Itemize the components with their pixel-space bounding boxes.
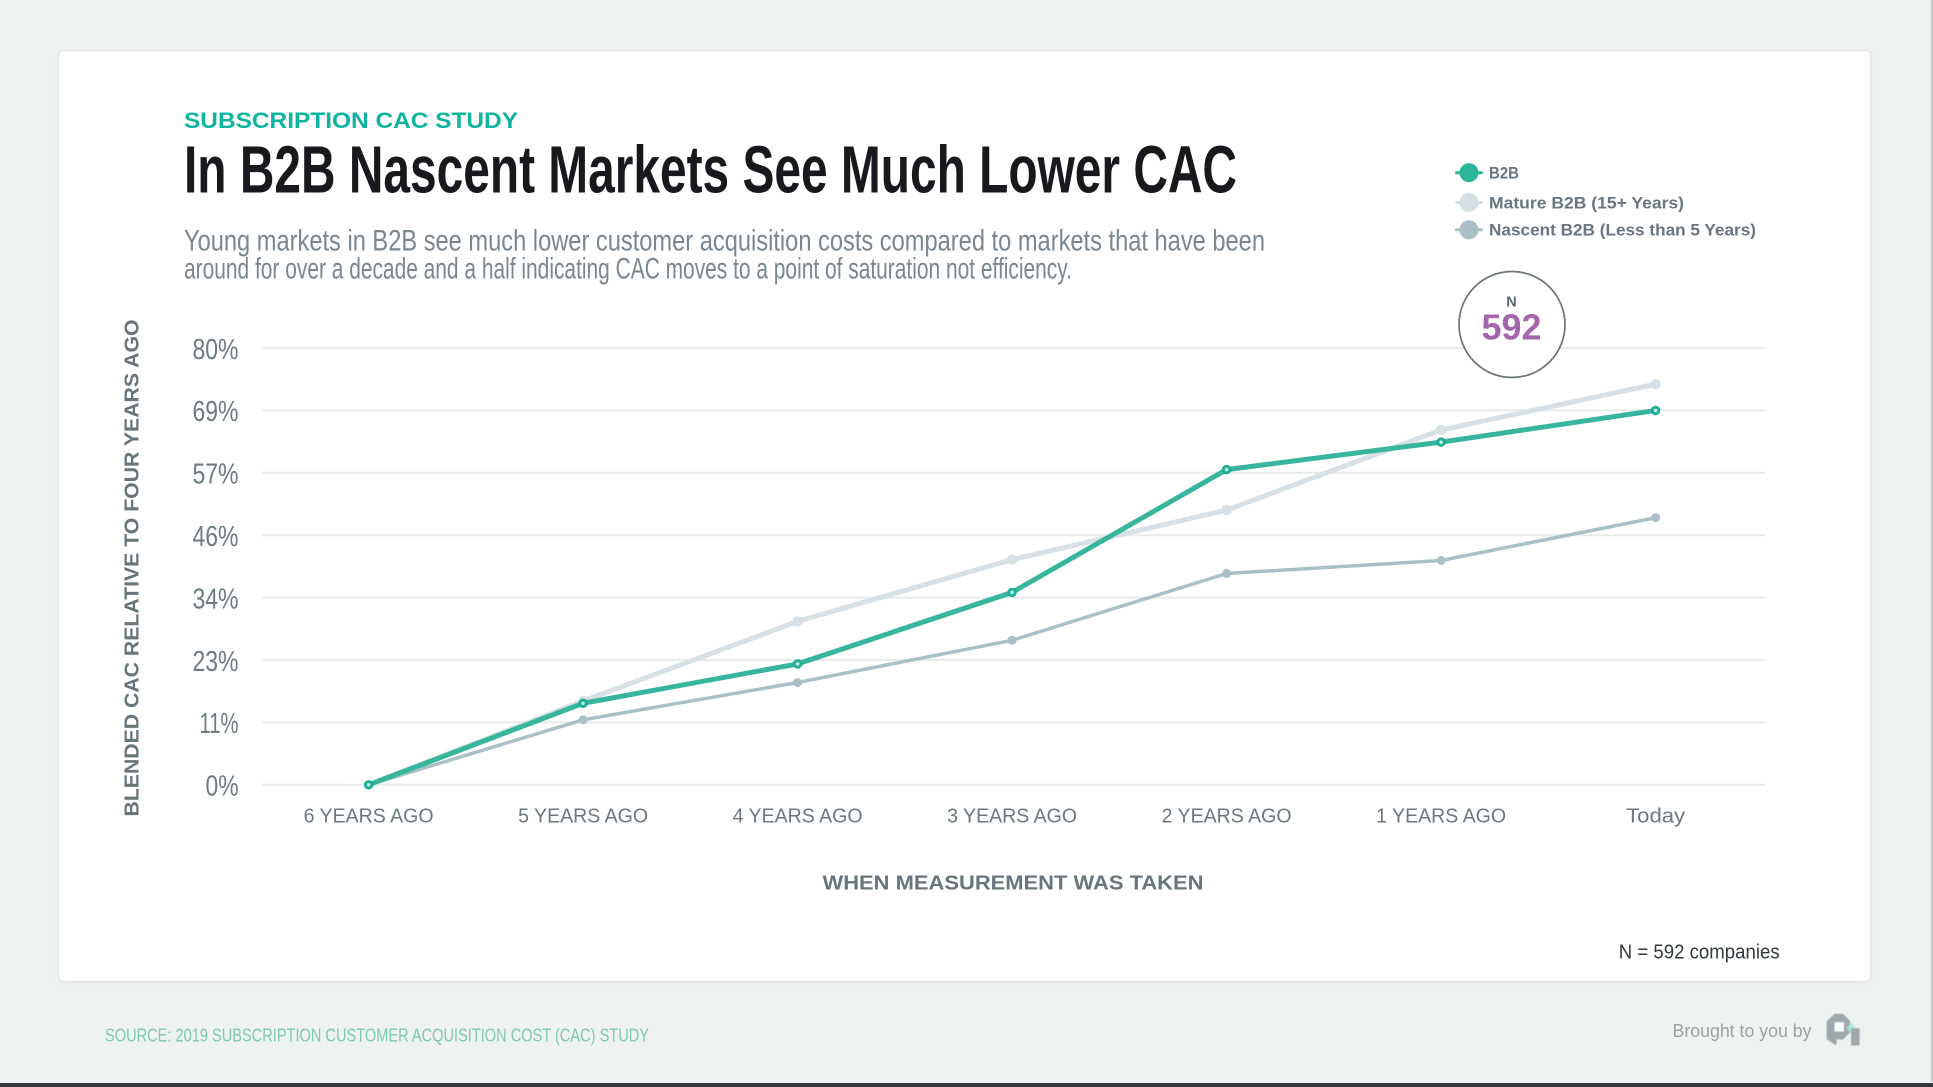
svg-text:2 YEARS AGO: 2 YEARS AGO <box>1162 805 1292 828</box>
svg-text:Today: Today <box>1626 805 1686 828</box>
svg-text:Young markets in B2B see much: Young markets in B2B see much lower cust… <box>184 225 1265 258</box>
svg-text:SOURCE: 2019 SUBSCRIPTION CUST: SOURCE: 2019 SUBSCRIPTION CUSTOMER ACQUI… <box>105 1024 649 1045</box>
svg-text:57%: 57% <box>193 459 239 491</box>
svg-text:In B2B Nascent Markets See Muc: In B2B Nascent Markets See Much Lower CA… <box>184 133 1237 208</box>
svg-text:34%: 34% <box>193 583 239 615</box>
svg-text:N: N <box>1506 295 1516 311</box>
svg-text:4 YEARS AGO: 4 YEARS AGO <box>733 805 863 828</box>
svg-text:SUBSCRIPTION CAC STUDY: SUBSCRIPTION CAC STUDY <box>184 108 518 133</box>
svg-text:1 YEARS AGO: 1 YEARS AGO <box>1376 805 1506 828</box>
svg-text:23%: 23% <box>193 646 239 678</box>
svg-text:3 YEARS AGO: 3 YEARS AGO <box>947 805 1077 828</box>
svg-text:around for over a decade and a: around for over a decade and a half indi… <box>184 253 1072 286</box>
svg-text:6 YEARS AGO: 6 YEARS AGO <box>304 805 434 828</box>
svg-text:0%: 0% <box>206 771 239 803</box>
svg-text:46%: 46% <box>193 521 239 553</box>
svg-text:Brought to you by: Brought to you by <box>1673 1020 1813 1041</box>
svg-text:N = 592 companies: N = 592 companies <box>1619 941 1780 963</box>
svg-text:592: 592 <box>1482 306 1542 347</box>
svg-text:Nascent B2B (Less than 5 Years: Nascent B2B (Less than 5 Years) <box>1489 222 1756 240</box>
svg-text:5 YEARS AGO: 5 YEARS AGO <box>518 805 648 828</box>
svg-text:11%: 11% <box>200 708 239 740</box>
svg-text:WHEN MEASUREMENT WAS TAKEN: WHEN MEASUREMENT WAS TAKEN <box>823 872 1204 895</box>
svg-text:B2B: B2B <box>1489 165 1519 183</box>
svg-text:BLENDED CAC RELATIVE TO FOUR Y: BLENDED CAC RELATIVE TO FOUR YEARS AGO <box>122 320 144 817</box>
svg-text:80%: 80% <box>193 334 239 366</box>
svg-text:69%: 69% <box>193 396 239 428</box>
svg-text:Mature B2B (15+ Years): Mature B2B (15+ Years) <box>1489 194 1684 212</box>
